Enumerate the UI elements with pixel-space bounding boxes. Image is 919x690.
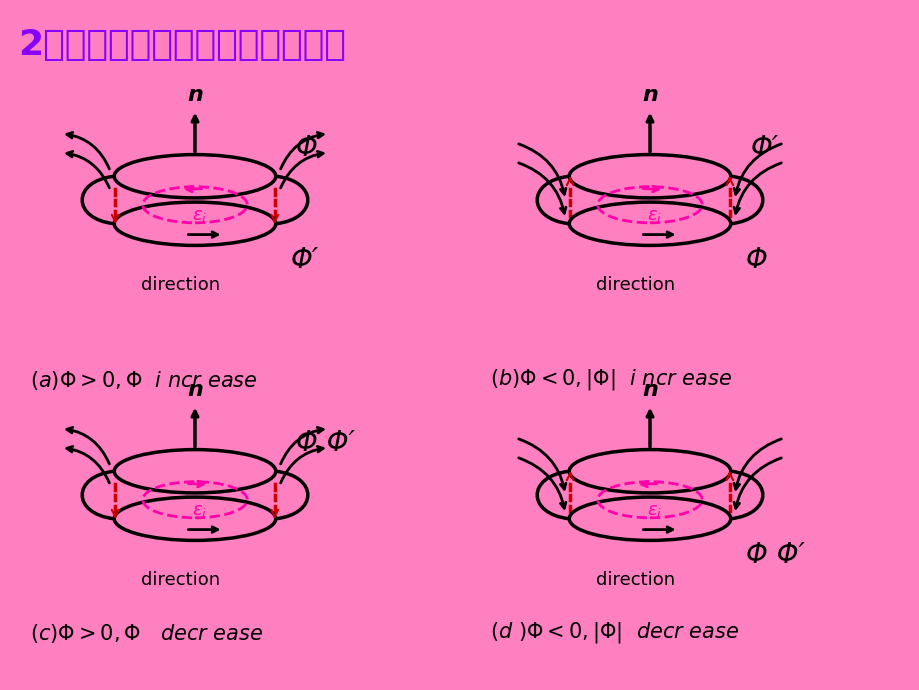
- Text: direction: direction: [141, 276, 220, 294]
- Bar: [0, 0, 919, 345]
- Text: direction: direction: [141, 571, 220, 589]
- Text: n: n: [187, 85, 203, 105]
- Text: $\varepsilon_i$: $\varepsilon_i$: [192, 207, 207, 225]
- Text: Φ: Φ: [295, 134, 317, 161]
- Text: Φ: Φ: [745, 246, 767, 274]
- Text: n: n: [641, 380, 657, 400]
- Text: $\varepsilon_i$: $\varepsilon_i$: [646, 207, 662, 225]
- Text: 2、应用：判断感应电动势的方向: 2、应用：判断感应电动势的方向: [18, 30, 346, 64]
- Text: Φ′: Φ′: [750, 134, 778, 161]
- Text: direction: direction: [596, 571, 675, 589]
- Text: Φ Φ′: Φ Φ′: [295, 428, 354, 457]
- Text: $(c)\Phi>0,\Phi$   decr ease: $(c)\Phi>0,\Phi$ decr ease: [30, 622, 263, 645]
- Text: $\varepsilon_i$: $\varepsilon_i$: [192, 502, 207, 520]
- Text: $(b)\Phi<0,|\Phi|$  i ncr ease: $(b)\Phi<0,|\Phi|$ i ncr ease: [490, 367, 732, 392]
- Text: $(a)\Phi>0,\Phi$  i ncr ease: $(a)\Phi>0,\Phi$ i ncr ease: [30, 369, 257, 392]
- Text: direction: direction: [596, 276, 675, 294]
- Text: n: n: [641, 85, 657, 105]
- Text: $\varepsilon_i$: $\varepsilon_i$: [646, 502, 662, 520]
- Text: 2、应用：判断感应电动势的方向: 2、应用：判断感应电动势的方向: [18, 28, 346, 62]
- Text: Φ Φ′: Φ Φ′: [745, 541, 804, 569]
- Text: $(d\ )\Phi<0,|\Phi|$  decr ease: $(d\ )\Phi<0,|\Phi|$ decr ease: [490, 620, 739, 645]
- Text: n: n: [187, 380, 203, 400]
- Text: Φ′: Φ′: [290, 246, 319, 274]
